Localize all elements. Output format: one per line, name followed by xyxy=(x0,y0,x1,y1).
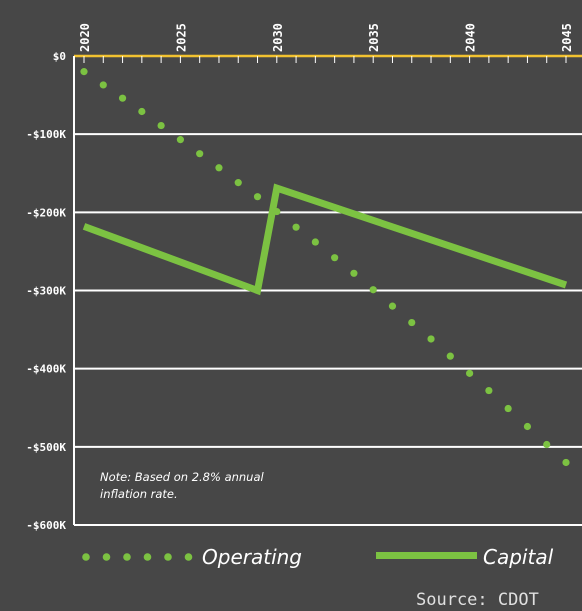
operating-point-2027 xyxy=(215,164,223,172)
capital-line xyxy=(82,183,568,296)
operating-point-2043 xyxy=(523,422,532,431)
x-tick-label-2035: 2035 xyxy=(367,23,381,52)
y-axis: $0 -$100K -$200K -$300K -$400K -$500K -$600K xyxy=(26,50,66,532)
operating-point-2022 xyxy=(118,94,127,102)
operating-point-2033 xyxy=(331,254,339,262)
legend-operating-dot-5 xyxy=(184,553,193,561)
x-axis: 2020 2025 2030 2035 2040 2045 xyxy=(78,23,574,52)
chart-note-line-1: Note: Based on 2.8% annual xyxy=(100,470,265,484)
chart-note-line-2: inflation rate. xyxy=(100,487,178,501)
series-operating xyxy=(80,68,570,467)
y-tick-label-4: -$400K xyxy=(26,363,66,376)
source-label: Source: CDOT xyxy=(416,590,539,610)
y-tick-label-0: $0 xyxy=(53,50,66,63)
legend-operating-dot-4 xyxy=(164,553,172,561)
y-tick-label-3: -$300K xyxy=(26,285,66,298)
y-tick-label-6: -$600K xyxy=(26,519,66,532)
operating-point-2021 xyxy=(99,81,107,89)
operating-point-2026 xyxy=(196,150,204,158)
operating-point-2045 xyxy=(562,458,570,467)
operating-point-2039 xyxy=(446,352,454,360)
legend-operating-marker xyxy=(82,553,193,561)
operating-point-2038 xyxy=(427,335,435,343)
legend-operating-dot-0 xyxy=(82,553,90,561)
y-tick-label-1: -$100K xyxy=(26,128,66,141)
operating-point-2032 xyxy=(311,238,319,246)
operating-point-2042 xyxy=(504,404,512,413)
x-tick-label-2040: 2040 xyxy=(464,23,478,52)
operating-point-2025 xyxy=(176,136,184,144)
operating-point-2024 xyxy=(157,121,165,130)
y-tick-label-2: -$200K xyxy=(26,206,66,219)
operating-point-2020 xyxy=(80,68,88,76)
legend-capital-marker xyxy=(376,552,477,559)
operating-point-2044 xyxy=(543,440,551,449)
operating-point-2037 xyxy=(408,318,416,327)
operating-point-2035 xyxy=(369,286,377,294)
series-capital xyxy=(82,183,568,296)
grid-lines xyxy=(73,54,582,526)
x-tick-label-2045: 2045 xyxy=(560,23,574,52)
operating-point-2029 xyxy=(253,193,262,201)
legend-operating-dot-2 xyxy=(123,553,131,561)
legend-capital-label: Capital xyxy=(483,545,554,569)
operating-point-2023 xyxy=(138,107,146,116)
operating-point-2040 xyxy=(466,369,474,377)
legend-operating-label: Operating xyxy=(202,545,302,569)
operating-point-2028 xyxy=(234,179,242,187)
operating-point-2036 xyxy=(388,302,397,310)
legend-operating-dot-1 xyxy=(102,553,111,561)
legend-operating-dot-3 xyxy=(143,553,152,561)
x-tick-label-2025: 2025 xyxy=(174,23,188,52)
legend: Operating Capital xyxy=(82,545,554,569)
x-tick-label-2020: 2020 xyxy=(78,23,92,52)
x-tick-label-2030: 2030 xyxy=(271,23,285,52)
y-tick-label-5: -$500K xyxy=(26,441,66,454)
operating-point-2034 xyxy=(350,269,358,277)
operating-point-2031 xyxy=(292,223,300,231)
operating-point-2041 xyxy=(485,386,493,395)
